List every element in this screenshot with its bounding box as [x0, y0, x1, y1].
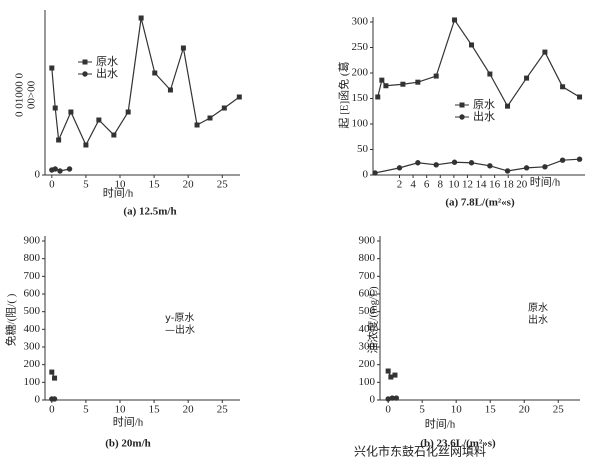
y-tick-label: 0: [363, 169, 369, 181]
x-tick-label: 14: [476, 179, 488, 191]
x-tick-label: 18: [503, 179, 515, 191]
x-tick-label: 20: [519, 404, 531, 416]
y-tick-label: 100: [359, 376, 376, 388]
x-axis-label: 时间/h: [425, 418, 456, 431]
x-tick-label: 12: [462, 179, 473, 191]
y-tick-label: 200: [359, 358, 376, 370]
x-tick-label: 20: [183, 404, 195, 416]
legend-label: 原水: [528, 302, 548, 314]
x-axis-label: 时间/h: [530, 176, 561, 189]
y-axis-label: 油浓度/(mg/L): [366, 286, 380, 354]
x-tick-label: 25: [217, 404, 229, 416]
legend-label: 出水: [96, 66, 118, 80]
x-tick-label: 25: [217, 179, 229, 191]
legend-label: y-原水: [165, 312, 194, 324]
x-tick-label: 8: [438, 179, 444, 191]
x-tick-label: 2: [397, 179, 403, 191]
y-tick-label: 900: [359, 235, 376, 247]
series-line: [51, 168, 70, 172]
legend-label: —出水: [165, 323, 195, 336]
y-tick-label: 800: [24, 252, 41, 264]
x-tick-label: 0: [385, 404, 391, 416]
legend-label: 原水: [96, 55, 118, 68]
x-tick-label: 6: [424, 179, 430, 191]
y-tick-label: 0: [35, 394, 41, 406]
legend-label: 出水: [528, 313, 548, 326]
x-tick-label: 5: [83, 404, 89, 416]
y-tick-label: 500: [24, 305, 41, 317]
series-line: [387, 370, 396, 378]
y-axis-label: 00>00: [26, 80, 38, 109]
y-tick-label: 150: [352, 92, 369, 104]
y-tick-label: 100: [24, 376, 41, 388]
x-tick-label: 10: [115, 179, 127, 191]
x-tick-label: 15: [149, 404, 161, 416]
legend-label: 出水: [473, 109, 495, 123]
y-tick-label: 400: [24, 323, 41, 335]
caption: (a) 7.8L/(m²«s): [445, 197, 515, 209]
series-line: [51, 371, 56, 379]
watermark: 兴化市东鼓石化丝网填料: [354, 444, 486, 459]
x-tick-label: 5: [419, 404, 425, 416]
x-axis-label: 时间/h: [113, 416, 144, 429]
y-tick-label: 100: [352, 118, 369, 130]
caption: (a) 12.5m/h: [123, 206, 176, 218]
y-tick-label: 300: [24, 341, 41, 353]
x-axis-label: 时间/h: [103, 187, 134, 200]
y-tick-label: 800: [359, 252, 376, 264]
x-tick-label: 10: [115, 404, 127, 416]
y-tick-label: 400: [359, 323, 376, 335]
x-tick-label: 15: [149, 179, 161, 191]
y-axis-label: 起 [E]函免 (葛: [337, 61, 351, 128]
series-line: [377, 18, 580, 108]
y-tick-label: 0: [35, 169, 41, 181]
legend-label: 原水: [473, 98, 495, 111]
x-tick-label: 15: [485, 404, 497, 416]
x-tick-label: 16: [489, 179, 501, 191]
series-line: [374, 158, 580, 174]
x-tick-label: 0: [49, 404, 55, 416]
caption: (b) 23.6L/(m²»s): [420, 438, 496, 450]
y-tick-label: 300: [359, 341, 376, 353]
y-tick-label: 200: [24, 358, 41, 370]
caption: (b) 20m/h: [105, 438, 151, 450]
y-tick-label: 900: [24, 235, 41, 247]
x-tick-label: 10: [448, 179, 460, 191]
y-tick-label: 700: [24, 270, 41, 282]
y-tick-label: 300: [352, 16, 369, 28]
y-tick-label: 700: [359, 270, 376, 282]
y-tick-label: 200: [352, 67, 369, 79]
y-tick-label: 50: [357, 143, 369, 155]
y-tick-label: 500: [359, 305, 376, 317]
x-tick-label: 0: [49, 179, 55, 191]
x-tick-label: 4: [410, 179, 416, 191]
y-axis-label: 免糖/(阻/( ): [4, 293, 18, 346]
y-tick-label: 600: [24, 288, 41, 300]
y-axis-label: 0 01000 0: [14, 73, 26, 118]
x-tick-label: 5: [83, 179, 89, 191]
series-line: [51, 17, 240, 147]
y-tick-label: 250: [352, 41, 369, 53]
x-tick-label: 20: [516, 179, 528, 191]
y-tick-label: 600: [359, 288, 376, 300]
y-tick-label: 0: [370, 394, 376, 406]
x-tick-label: 25: [553, 404, 565, 416]
series-line: [388, 397, 397, 400]
x-tick-label: 10: [451, 404, 463, 416]
x-tick-label: 20: [183, 179, 195, 191]
